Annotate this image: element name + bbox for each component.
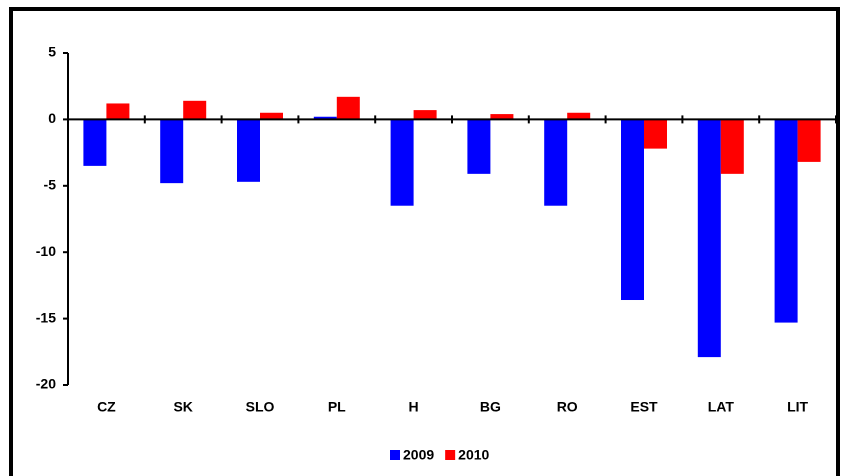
y-tick-label: -15 <box>36 309 56 325</box>
x-tick-label: PL <box>328 399 346 415</box>
y-tick-label: -10 <box>36 243 56 259</box>
y-tick-label: -20 <box>36 376 56 392</box>
x-tick-label: RO <box>557 399 578 415</box>
x-tick-label: EST <box>630 399 658 415</box>
bar <box>621 119 644 301</box>
bar <box>413 110 437 120</box>
y-tick-label: 0 <box>48 110 56 126</box>
legend-swatch <box>445 450 456 460</box>
bar <box>183 100 207 120</box>
bar <box>797 119 821 162</box>
legend-label: 2009 <box>403 447 434 463</box>
bar <box>260 112 283 120</box>
x-tick-label: SK <box>173 399 192 415</box>
bar <box>567 112 591 120</box>
bar <box>544 119 568 206</box>
bar <box>774 119 798 323</box>
bar <box>390 119 414 206</box>
bar <box>83 119 107 166</box>
bar <box>237 119 260 182</box>
bar <box>313 116 337 120</box>
bar <box>106 103 130 120</box>
x-tick-label: SLO <box>246 399 275 415</box>
bar <box>490 114 514 120</box>
x-tick-label: BG <box>480 399 501 415</box>
y-tick-label: -5 <box>44 177 57 193</box>
frame <box>9 7 840 476</box>
bar <box>160 119 184 184</box>
bar <box>336 96 360 120</box>
x-tick-label: LIT <box>787 399 808 415</box>
legend-swatch <box>390 450 400 460</box>
x-tick-label: LAT <box>708 399 735 415</box>
legend-label: 2010 <box>458 447 489 463</box>
bar <box>697 119 721 358</box>
x-tick-label: CZ <box>97 399 116 415</box>
bar <box>467 119 491 174</box>
bar <box>644 119 667 149</box>
y-tick-label: 5 <box>48 44 56 60</box>
x-tick-label: H <box>409 399 419 415</box>
bar <box>720 119 744 174</box>
